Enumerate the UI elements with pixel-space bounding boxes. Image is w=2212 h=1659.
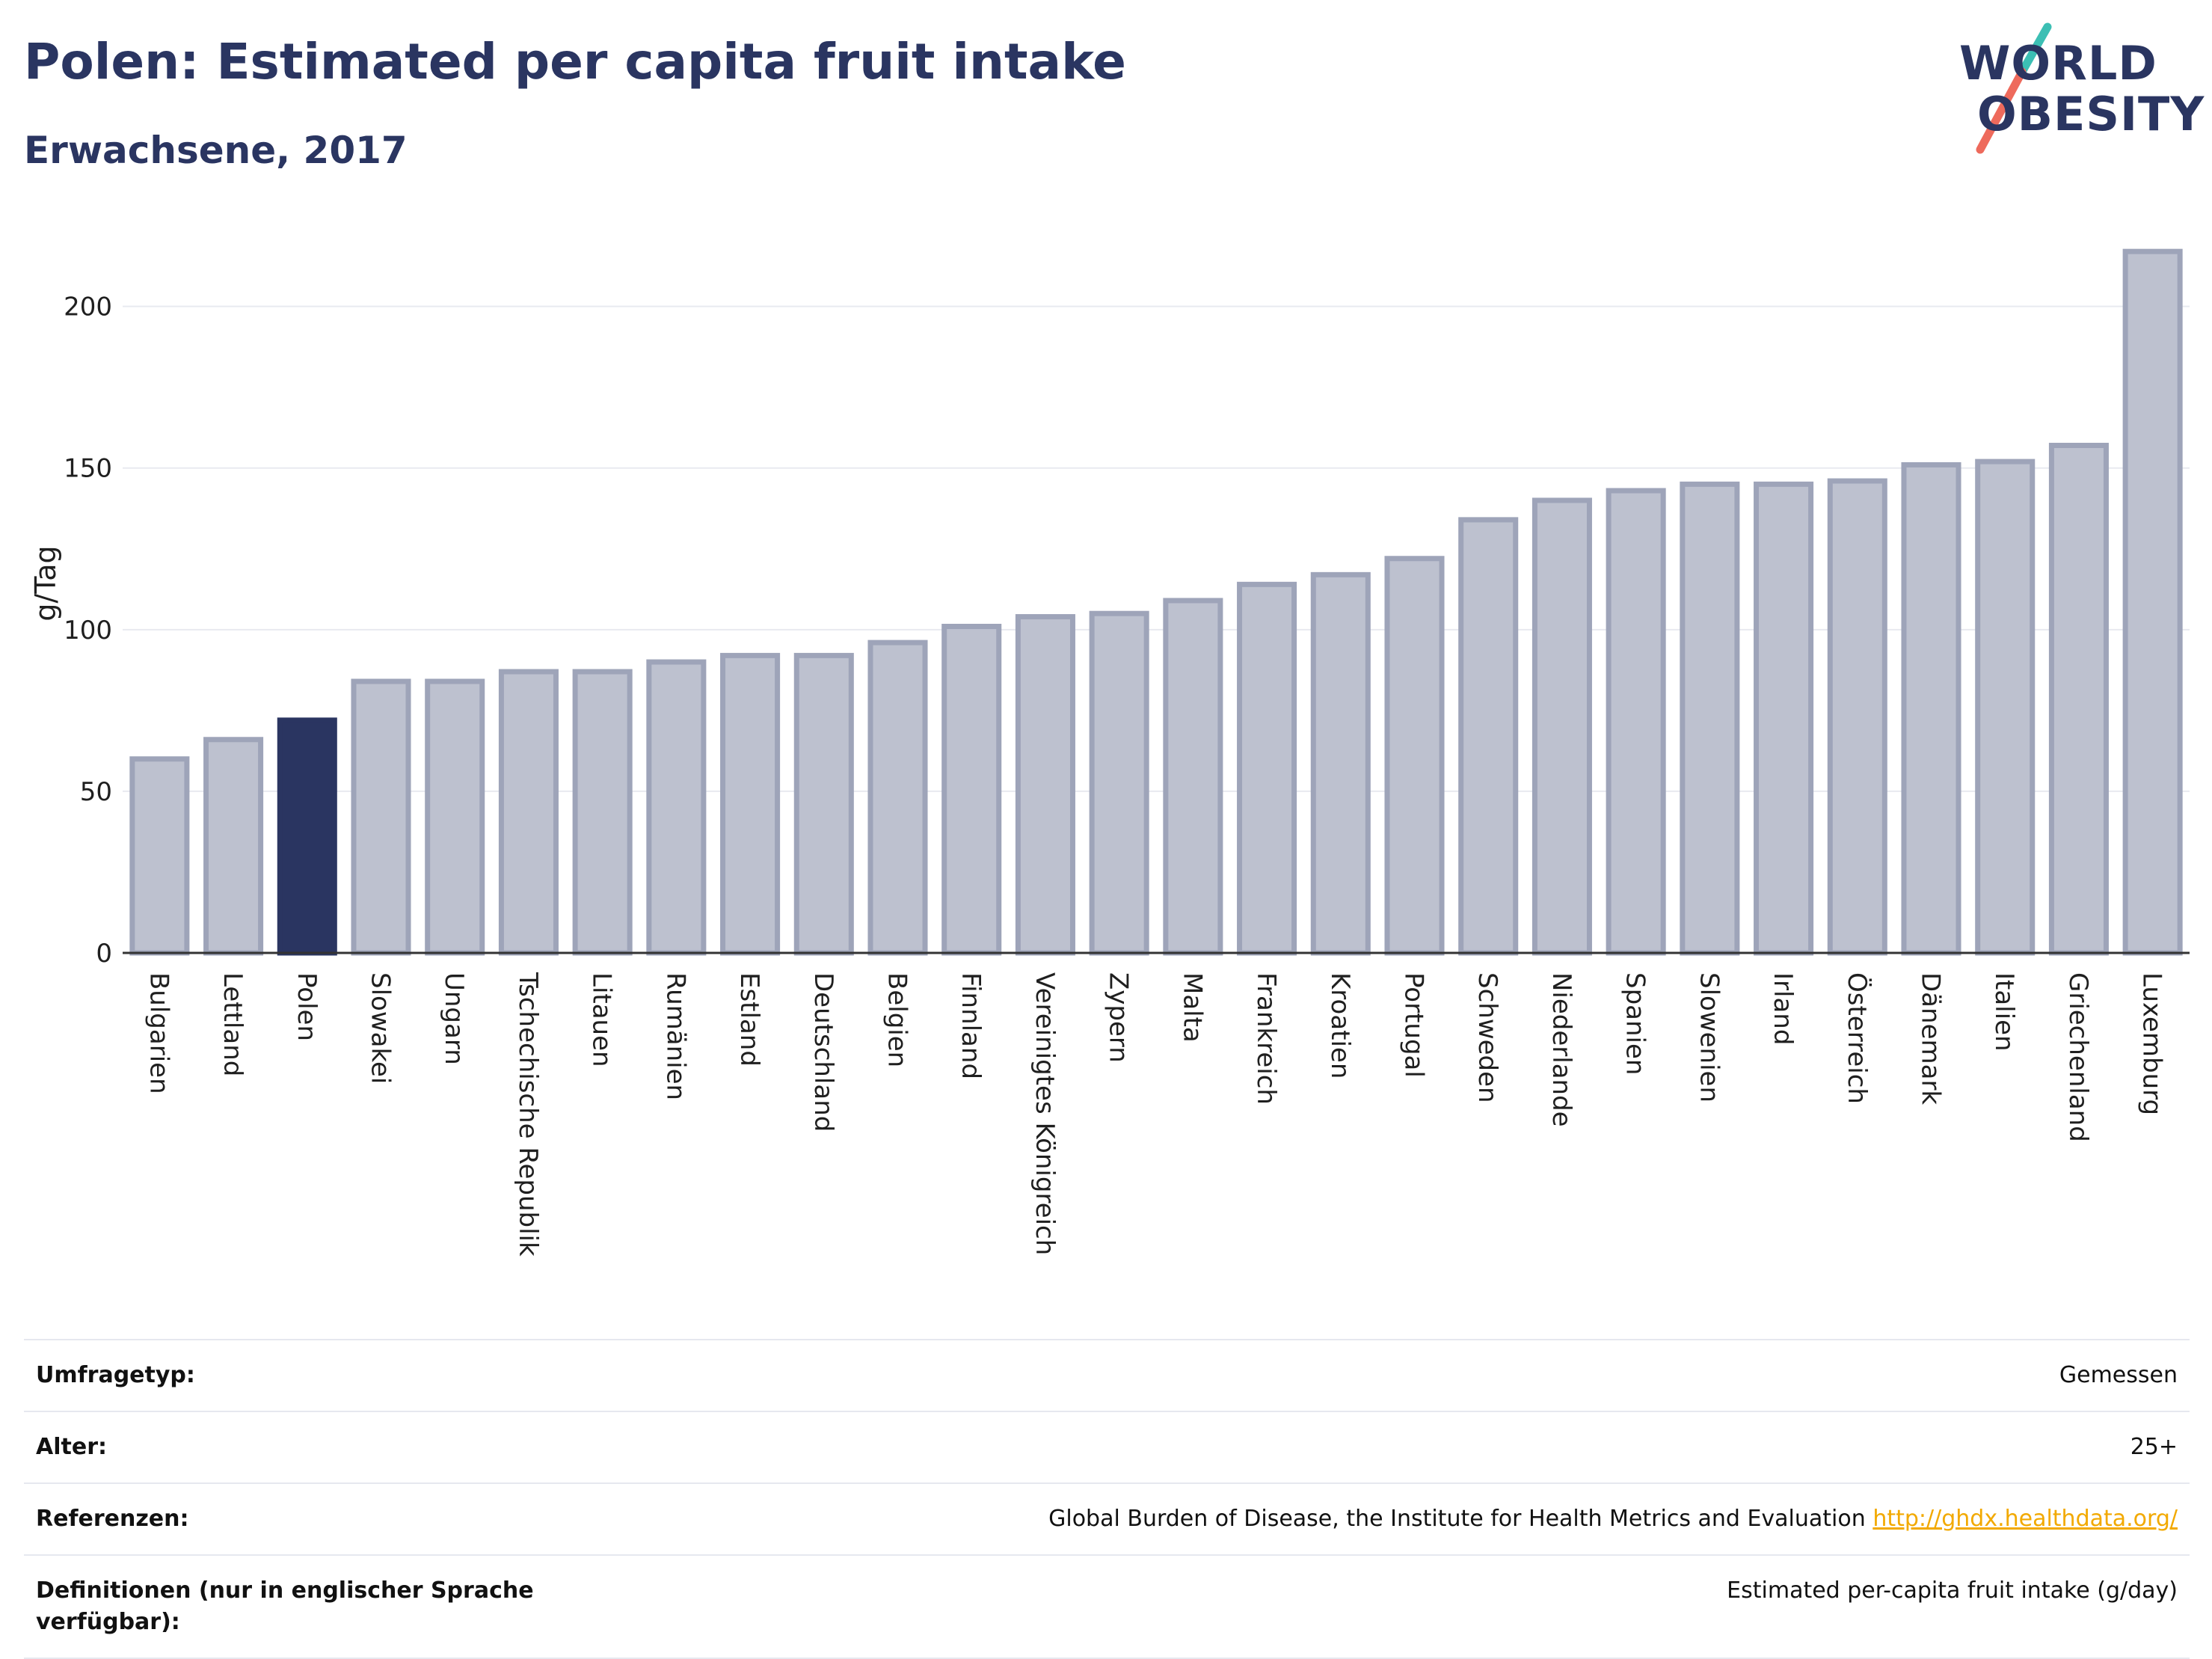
bar xyxy=(1458,517,1519,956)
x-tick-label: Polen xyxy=(292,972,322,1041)
logo-line-1: WORLD xyxy=(1959,36,2157,91)
bar xyxy=(425,678,485,956)
x-tick-label: Finnland xyxy=(956,972,986,1079)
info-row-references: Referenzen: Global Burden of Disease, th… xyxy=(24,1483,2190,1555)
bar xyxy=(1310,571,1371,956)
info-value: Gemessen xyxy=(2059,1362,2178,1388)
bar xyxy=(1975,459,2036,956)
bar xyxy=(867,640,928,956)
bar xyxy=(1237,581,1297,956)
bar xyxy=(2048,442,2109,956)
x-tick-label: Dänemark xyxy=(1916,972,1946,1105)
x-tick-label: Estland xyxy=(734,972,764,1067)
x-tick-label: Portugal xyxy=(1399,972,1429,1078)
bar xyxy=(941,624,1002,956)
y-tick-label: 50 xyxy=(80,777,112,807)
x-tick-label: Deutschland xyxy=(808,972,838,1132)
x-tick-label: Frankreich xyxy=(1251,972,1281,1105)
x-tick-label: Slowakei xyxy=(366,972,396,1084)
x-tick-label: Tschechische Republik xyxy=(513,972,543,1257)
info-table: Umfragetyp: Gemessen Alter: 25+ Referenz… xyxy=(24,1339,2190,1659)
x-tick-label: Irland xyxy=(1768,972,1798,1045)
x-tick-label: Niederlande xyxy=(1546,972,1576,1127)
bar xyxy=(351,678,411,956)
x-tick-label: Schweden xyxy=(1472,972,1502,1103)
bar xyxy=(572,669,633,956)
bar xyxy=(2122,248,2183,956)
reference-link[interactable]: http://ghdx.healthdata.org/ xyxy=(1872,1506,2178,1532)
chart-title: Polen: Estimated per capita fruit intake xyxy=(24,33,1126,91)
bar xyxy=(1531,497,1592,956)
x-tick-label: Luxemburg xyxy=(2137,972,2167,1115)
bar xyxy=(793,652,854,956)
bar xyxy=(1754,481,1814,956)
info-row-age: Alter: 25+ xyxy=(24,1411,2190,1483)
x-tick-label: Griechenland xyxy=(2063,972,2093,1142)
bar xyxy=(1384,556,1445,956)
info-key: Definitionen (nur in englischer Sprache … xyxy=(36,1577,534,1635)
bar xyxy=(129,756,190,956)
x-tick-label: Zypern xyxy=(1104,972,1134,1063)
info-value: 25+ xyxy=(2130,1434,2178,1460)
info-value: Global Burden of Disease, the Institute … xyxy=(1048,1506,1866,1532)
logo-line-2: OBESITY xyxy=(1977,87,2205,141)
bar xyxy=(1901,461,1961,956)
y-tick-label: 150 xyxy=(64,454,112,484)
bar xyxy=(1015,614,1075,956)
bar-chart: 0 50 100 150 200 Bulgarien Lettland Polen Slowak… xyxy=(29,248,2190,1257)
info-row-definitions: Definitionen (nur in englischer Sprache … xyxy=(24,1555,2190,1658)
bar xyxy=(203,737,264,956)
x-tick-label: Slowenien xyxy=(1694,972,1724,1103)
bar xyxy=(720,652,781,956)
bar xyxy=(646,659,707,956)
bar xyxy=(1163,598,1223,956)
x-tick-label: Lettland xyxy=(218,972,248,1076)
bar xyxy=(1680,481,1740,956)
bar xyxy=(1827,478,1887,956)
x-tick-label: Bulgarien xyxy=(144,972,173,1094)
y-axis-label: g/Tag xyxy=(29,545,62,621)
chart-subtitle: Erwachsene, 2017 xyxy=(24,129,408,172)
logo-slash-icon xyxy=(1976,22,2052,154)
y-tick-label: 0 xyxy=(96,939,112,969)
x-tick-label: Vereinigtes Königreich xyxy=(1030,972,1060,1255)
y-tick-label: 100 xyxy=(64,616,112,645)
x-tick-label: Ungarn xyxy=(439,972,469,1065)
info-key: Umfragetyp: xyxy=(36,1362,195,1388)
x-tick-label: Österreich xyxy=(1842,972,1872,1104)
bar xyxy=(1606,488,1666,956)
x-tick-label: Spanien xyxy=(1620,972,1650,1075)
x-tick-label: Kroatien xyxy=(1325,972,1355,1079)
bar xyxy=(1089,610,1149,956)
y-tick-label: 200 xyxy=(64,292,112,322)
x-tick-label: Italien xyxy=(1989,972,2019,1052)
x-tick-label: Rumänien xyxy=(660,972,690,1100)
x-tick-label: Litauen xyxy=(587,972,617,1067)
info-row-survey-type: Umfragetyp: Gemessen xyxy=(24,1340,2190,1411)
info-value: Estimated per-capita fruit intake (g/day… xyxy=(1727,1577,2178,1604)
x-tick-label: Belgien xyxy=(882,972,912,1067)
info-key: Alter: xyxy=(36,1434,107,1460)
x-tick-label: Malta xyxy=(1177,972,1207,1043)
info-key: Referenzen: xyxy=(36,1506,189,1532)
bar xyxy=(498,669,559,956)
world-obesity-logo[interactable]: WORLD OBESITY xyxy=(1959,22,2204,157)
bar xyxy=(277,717,337,956)
